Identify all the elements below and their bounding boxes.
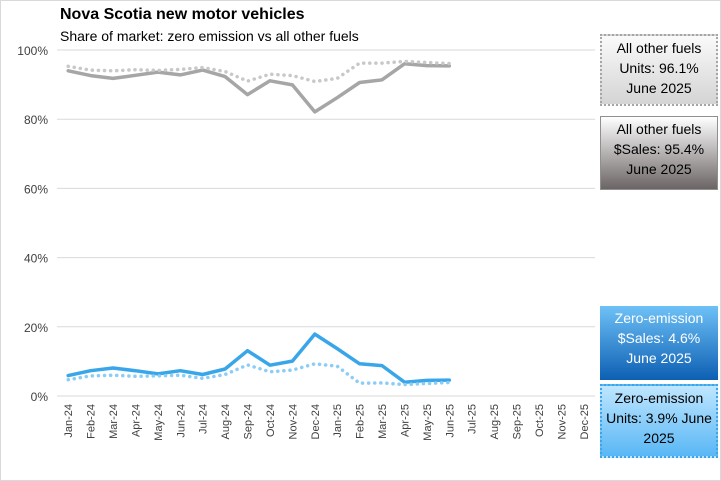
- x-tick-label: Nov-24: [287, 404, 299, 439]
- x-tick-label: Nov-25: [556, 404, 568, 439]
- x-tick-label: Dec-24: [310, 404, 322, 439]
- callout-other-units: All other fuels Units: 96.1% June 2025: [600, 34, 718, 106]
- y-tick-label: 0%: [31, 390, 49, 404]
- callout-ze-sales: Zero-emission $Sales: 4.6% June 2025: [600, 306, 718, 380]
- x-tick-label: May-24: [153, 404, 165, 441]
- y-tick-label: 60%: [24, 182, 48, 196]
- series-line-ze_units: [66, 362, 452, 387]
- x-tick-label: Dec-25: [579, 404, 591, 439]
- x-tick-label: Jun-25: [444, 404, 456, 438]
- x-tick-label: Jul-25: [467, 404, 479, 434]
- x-tick-label: Oct-25: [534, 404, 546, 437]
- x-tick-label: Mar-25: [377, 404, 389, 439]
- x-tick-label: Apr-24: [130, 404, 142, 437]
- x-tick-label: Jan-25: [332, 404, 344, 438]
- y-tick-label: 20%: [24, 321, 48, 335]
- x-tick-label: Jul-24: [198, 404, 210, 434]
- chart-title: Nova Scotia new motor vehicles: [60, 6, 305, 23]
- callout-other-sales: All other fuels $Sales: 95.4% June 2025: [600, 116, 718, 190]
- x-tick-label: Jan-24: [63, 404, 75, 438]
- chart-subtitle: Share of market: zero emission vs all ot…: [60, 28, 359, 44]
- x-tick-label: Mar-24: [108, 404, 120, 439]
- x-tick-label: Apr-25: [399, 404, 411, 437]
- series-lines: [66, 59, 452, 387]
- callout-ze-units: Zero-emission Units: 3.9% June 2025: [600, 384, 718, 458]
- x-tick-label: Sep-24: [243, 404, 255, 439]
- x-tick-label: May-25: [422, 404, 434, 441]
- x-axis-ticks: Jan-24 Feb-24 Mar-24 Apr-24 May-24 Jun-24 Jul-…: [63, 404, 591, 441]
- x-tick-label: Aug-25: [489, 404, 501, 439]
- x-tick-label: Aug-24: [220, 404, 232, 439]
- y-tick-label: 40%: [24, 252, 48, 266]
- y-tick-label: 80%: [24, 113, 48, 127]
- x-tick-label: Sep-25: [512, 404, 524, 439]
- x-tick-label: Jun-24: [175, 404, 187, 438]
- x-tick-label: Feb-25: [355, 404, 367, 439]
- y-axis-ticks: 0% 20% 40% 60% 80% 100%: [17, 44, 48, 404]
- x-tick-label: Oct-24: [265, 404, 277, 437]
- x-tick-label: Feb-24: [86, 404, 98, 439]
- gridlines: [57, 49, 595, 397]
- series-line-other_units: [66, 59, 452, 84]
- y-tick-label: 100%: [17, 44, 48, 58]
- series-line-other_sales: [66, 62, 452, 114]
- series-line-ze_sales: [66, 332, 452, 384]
